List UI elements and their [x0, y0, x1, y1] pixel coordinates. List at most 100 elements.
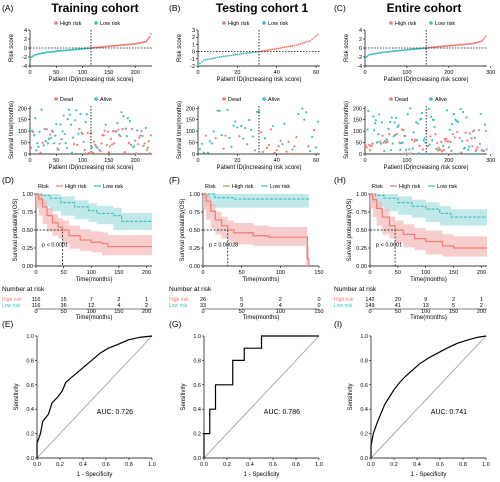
x-tick-label: 0: [28, 158, 31, 164]
y-tick-label: 0.8: [26, 358, 34, 364]
risk-point: [236, 53, 239, 56]
dead-point: [127, 141, 130, 144]
alive-point: [465, 116, 468, 119]
risk-point: [277, 47, 280, 50]
x-tick-label: 0.6: [102, 462, 110, 468]
risk-count-high: 2: [452, 297, 455, 303]
x-tick-label: 50: [53, 158, 59, 164]
alive-point: [84, 121, 87, 124]
alive-point: [212, 130, 215, 133]
alive-point: [473, 136, 476, 140]
dead-point: [443, 138, 446, 141]
y-tick-label: 1.00: [22, 192, 33, 198]
risk-point: [216, 56, 219, 59]
alive-point: [63, 132, 66, 136]
alive-point: [263, 137, 267, 140]
alive-point: [422, 139, 425, 142]
x-tick-label: 0: [201, 270, 204, 276]
risk-count-low: 2: [145, 303, 148, 309]
alive-point: [297, 112, 300, 116]
legend-marker-low: [429, 97, 433, 101]
dead-point: [265, 146, 268, 149]
alive-point: [42, 144, 45, 147]
x-tick-label: 1.0: [148, 462, 156, 468]
y-tick-label: 100: [18, 129, 27, 135]
x-tick-label: 200: [444, 158, 453, 164]
alive-point: [46, 142, 49, 145]
p-value: p < 0.0001: [42, 243, 68, 249]
x-tick-label: 100: [78, 70, 87, 76]
alive-point: [441, 144, 445, 148]
x-tick-label: 0.8: [125, 462, 133, 468]
risk-table-row-label: High risk: [169, 297, 189, 303]
alive-point: [377, 133, 380, 136]
alive-point: [38, 130, 41, 133]
dead-point: [267, 144, 270, 147]
risk-table-row-label: High risk: [2, 297, 22, 303]
dead-point: [429, 135, 432, 138]
alive-point: [311, 135, 314, 139]
legend-label: Alive: [100, 97, 112, 103]
y-tick-label: -2: [190, 64, 195, 70]
y-axis-label: Survival time(months): [344, 101, 350, 159]
alive-point: [397, 124, 400, 127]
dead-point: [277, 145, 280, 148]
dead-point: [93, 140, 96, 143]
risk-table-title: Number at risk: [169, 286, 212, 293]
x-tick-label: 0.6: [436, 462, 444, 468]
y-tick-label: 0.8: [360, 358, 368, 364]
alive-point: [62, 114, 65, 117]
risk-point: [317, 33, 319, 36]
risk-point: [291, 44, 294, 47]
dead-point: [78, 127, 81, 131]
x-axis-label: 1 - Specificity: [411, 472, 447, 478]
legend-label: Low risk: [100, 21, 120, 27]
dead-point: [312, 129, 316, 132]
alive-point: [432, 118, 435, 121]
dead-point: [485, 148, 488, 151]
alive-point: [394, 133, 397, 137]
dead-point: [289, 152, 292, 156]
risk-point: [206, 58, 209, 61]
y-tick-label: 0.25: [22, 246, 33, 252]
alive-point: [383, 149, 386, 153]
risk-point: [303, 41, 306, 44]
y-axis-label: Survival time(months): [9, 101, 15, 159]
risk-point: [150, 32, 152, 35]
y-tick-label: 150: [186, 118, 195, 124]
risk-point: [365, 56, 368, 59]
risk-point: [366, 55, 369, 58]
risk-point: [240, 53, 243, 55]
alive-point: [394, 116, 398, 119]
x-tick-label: 1.0: [315, 462, 323, 468]
legend-marker-low: [429, 21, 433, 25]
alive-point: [283, 122, 286, 125]
alive-point: [198, 148, 202, 151]
alive-point: [230, 145, 233, 148]
y-tick-label: 2: [24, 37, 27, 43]
alive-point: [35, 149, 38, 152]
risk-point: [238, 53, 241, 56]
alive-point: [128, 119, 132, 123]
dead-point: [287, 140, 290, 143]
dead-point: [111, 130, 115, 133]
alive-point: [477, 152, 480, 155]
dead-point: [41, 141, 44, 144]
alive-point: [406, 113, 409, 116]
dead-point: [110, 143, 114, 146]
risk-point: [250, 51, 253, 54]
legend-label: Low risk: [437, 184, 457, 190]
auc-label: AUC: 0.786: [264, 409, 300, 416]
risk-table-x-tick: 50: [395, 309, 401, 315]
alive-point: [90, 146, 94, 149]
y-tick-label: 0.75: [189, 210, 200, 216]
legend-label: Dead: [395, 97, 408, 103]
x-axis-label: Patient ID(increasing risk score): [216, 77, 301, 83]
alive-point: [385, 138, 388, 141]
risk-point: [230, 54, 233, 57]
y-axis-label: Risk score: [344, 33, 350, 62]
dead-point: [441, 150, 444, 153]
legend-marker-high: [222, 97, 226, 101]
dead-point: [381, 134, 384, 137]
